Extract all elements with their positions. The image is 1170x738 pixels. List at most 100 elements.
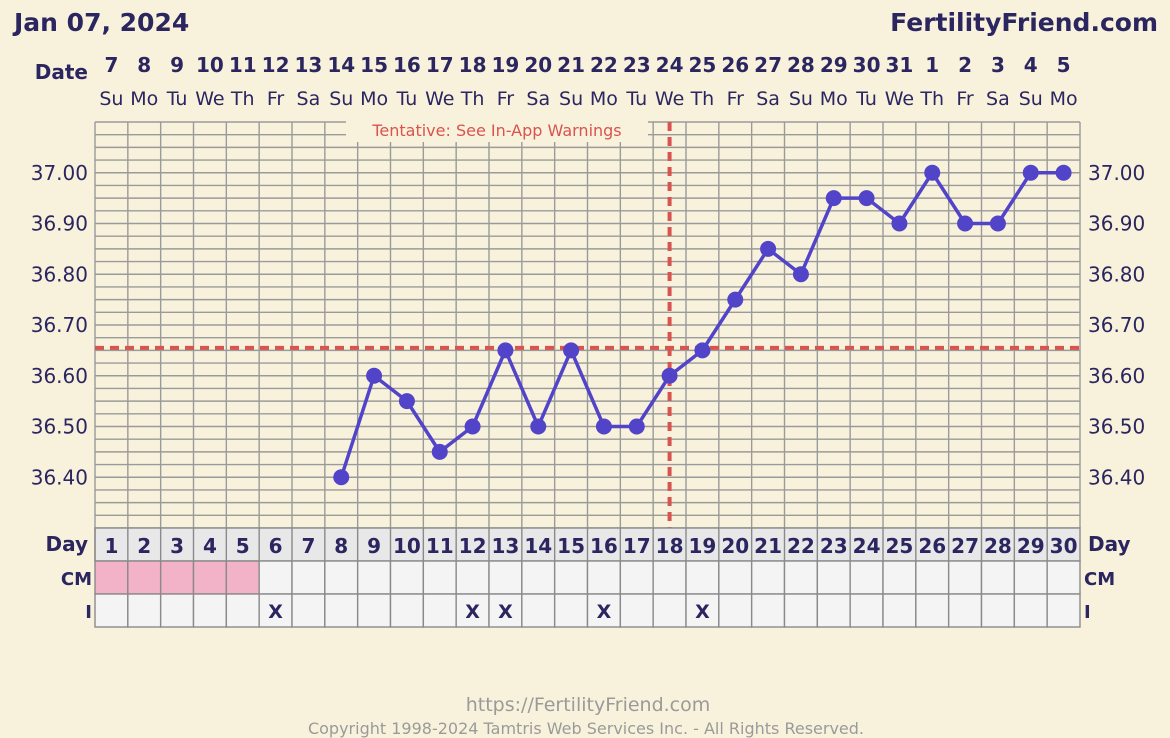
- cycle-day-label: 24: [853, 534, 881, 558]
- intercourse-cell: [849, 593, 884, 628]
- date-label: 29: [820, 53, 848, 77]
- cycle-day-label: 18: [656, 534, 684, 558]
- cm-cell: [882, 560, 917, 595]
- y-tick-label: 36.60: [31, 364, 88, 388]
- date-label: 26: [721, 53, 749, 77]
- intercourse-cell: [1013, 593, 1048, 628]
- temperature-point: [760, 240, 777, 257]
- date-label: 12: [262, 53, 290, 77]
- cm-row-label-right: CM: [1084, 569, 1115, 590]
- date-label: 18: [459, 53, 487, 77]
- cm-cell: [324, 560, 359, 595]
- footer-url[interactable]: https://FertilityFriend.com: [466, 694, 711, 716]
- date-label: 27: [754, 53, 782, 77]
- date-label: 30: [853, 53, 881, 77]
- cm-cell: [750, 560, 786, 595]
- cycle-day-label: 11: [426, 534, 454, 558]
- weekday-label: Su: [99, 88, 123, 110]
- cycle-day-label: 25: [885, 534, 913, 558]
- date-label: 3: [991, 53, 1005, 77]
- intercourse-cell: [750, 593, 786, 628]
- y-tick-label: 36.50: [31, 415, 88, 439]
- cm-cell: [389, 560, 425, 595]
- cm-cell: [849, 560, 884, 595]
- cycle-day-label: 17: [623, 534, 651, 558]
- day-row-label-right: Day: [1088, 532, 1131, 556]
- cm-cell: [488, 560, 523, 595]
- cycle-day-label: 28: [984, 534, 1012, 558]
- intercourse-cell: [882, 593, 917, 628]
- temperature-point: [333, 469, 350, 486]
- weekday-label: Mo: [820, 88, 848, 110]
- intercourse-cell: [980, 593, 1016, 628]
- intercourse-cell: [652, 593, 687, 628]
- weekday-row: Su Mo Tu We Th Fr Sa Su Mo Tu We Th Fr Sa Su Mo Tu We Th Fr…: [99, 88, 1077, 110]
- cm-cell: [816, 560, 851, 595]
- temperature-point: [530, 418, 547, 435]
- temperature-series: [333, 164, 1072, 486]
- intercourse-mark: X: [498, 601, 513, 623]
- date-label: 2: [958, 53, 972, 77]
- weekday-label: Sa: [986, 88, 1010, 110]
- temperature-point: [497, 342, 514, 359]
- date-label: 15: [360, 53, 388, 77]
- y-tick-label: 36.90: [31, 212, 88, 236]
- cm-cell: [422, 560, 457, 595]
- temperature-point: [1022, 164, 1039, 181]
- intercourse-cell: [291, 593, 326, 628]
- intercourse-cell: [783, 593, 819, 628]
- y-axis-left: 37.00 36.90 36.80 36.70 36.60 36.50 36.40: [31, 161, 88, 490]
- brand-name[interactable]: FertilityFriend.com: [890, 8, 1158, 37]
- cm-cell: [685, 560, 720, 595]
- cycle-day-label: 29: [1017, 534, 1045, 558]
- weekday-label: Sa: [526, 88, 550, 110]
- cycle-day-row: 1 2 3 4 5 6 7 8 9 10 11 12 13 14 15 16 17 18 19 20 21 22 23 24 2…: [94, 527, 1081, 562]
- intercourse-cell: [159, 593, 195, 628]
- weekday-label: We: [885, 88, 914, 110]
- y-tick-label: 36.70: [31, 313, 88, 337]
- intercourse-cell: [619, 593, 654, 628]
- date-row-label: Date: [35, 60, 88, 84]
- weekday-label: Fr: [727, 88, 745, 110]
- cm-cell: [915, 560, 950, 595]
- cycle-day-label: 19: [688, 534, 716, 558]
- intercourse-mark: X: [465, 601, 480, 623]
- cycle-day-label: 8: [334, 534, 348, 558]
- tentative-annotation[interactable]: Tentative: See In-App Warnings: [371, 121, 621, 140]
- cycle-day-label: 9: [367, 534, 381, 558]
- cm-cell: [225, 560, 260, 595]
- weekday-label: Tu: [166, 88, 188, 110]
- temperature-point: [464, 418, 481, 435]
- date-label: 5: [1057, 53, 1071, 77]
- cm-cell: [192, 560, 228, 595]
- cycle-day-label: 15: [557, 534, 585, 558]
- intercourse-cell: [521, 593, 556, 628]
- date-label: 11: [229, 53, 257, 77]
- weekday-label: Su: [789, 88, 813, 110]
- weekday-label: We: [655, 88, 684, 110]
- temperature-point: [858, 190, 875, 207]
- date-label: 23: [623, 53, 651, 77]
- intercourse-cell: [455, 593, 490, 628]
- cycle-day-label: 4: [203, 534, 217, 558]
- cm-cell: [1046, 560, 1081, 595]
- intercourse-cell: [915, 593, 950, 628]
- cm-cell: [94, 560, 129, 595]
- weekday-label: We: [425, 88, 454, 110]
- weekday-label: Fr: [497, 88, 515, 110]
- intercourse-cell: [127, 593, 162, 628]
- y-tick-label: 37.00: [1088, 161, 1145, 185]
- cycle-day-label: 7: [301, 534, 315, 558]
- temperature-point: [924, 164, 941, 181]
- temperature-point: [595, 418, 612, 435]
- y-tick-label: 36.50: [1088, 415, 1145, 439]
- cm-cell: [553, 560, 589, 595]
- date-label: 16: [393, 53, 421, 77]
- cycle-day-label: 30: [1050, 534, 1078, 558]
- y-tick-label: 36.60: [1088, 364, 1145, 388]
- temperature-point: [661, 367, 678, 384]
- date-label: 21: [557, 53, 585, 77]
- cycle-day-label: 6: [269, 534, 283, 558]
- date-row: 7 8 9 10 11 12 13 14 15 16 17 18 19 20 21 22 23 24 25 26 27 2…: [104, 53, 1070, 77]
